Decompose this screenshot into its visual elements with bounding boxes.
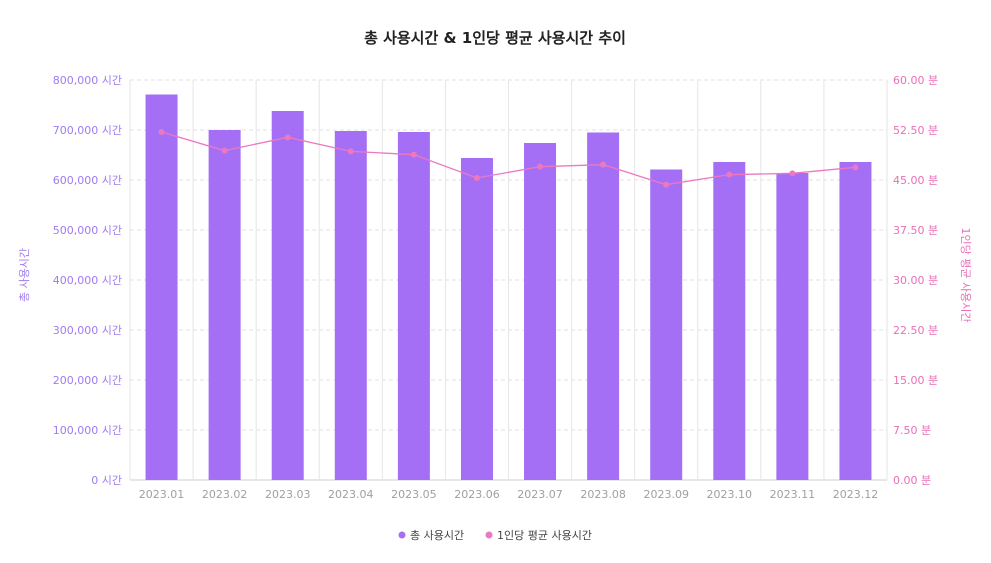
line-point[interactable] [852, 164, 859, 171]
left-axis-label: 총 사용시간 [18, 248, 31, 302]
legend-marker-bar [398, 531, 406, 539]
right-tick-label: 15.00 분 [893, 374, 938, 387]
left-tick-label: 300,000 시간 [53, 324, 122, 337]
left-tick-label: 400,000 시간 [53, 274, 122, 287]
left-axis-ticks: 0 시간 100,000 시간 200,000 시간 300,000 시간 400,00… [53, 74, 122, 487]
left-tick-label: 500,000 시간 [53, 224, 122, 237]
right-tick-label: 7.50 분 [893, 424, 931, 437]
legend-marker-line [485, 531, 493, 539]
left-tick-label: 100,000 시간 [53, 424, 122, 437]
legend-label-line[interactable]: 1인당 평균 사용시간 [497, 529, 592, 542]
right-tick-label: 37.50 분 [893, 224, 938, 237]
right-tick-label: 60.00 분 [893, 74, 938, 87]
x-tick-label: 2023.11 [770, 488, 816, 501]
right-tick-label: 52.50 분 [893, 124, 938, 137]
line-point[interactable] [221, 147, 228, 154]
bar[interactable] [208, 130, 241, 480]
legend-label-bar[interactable]: 총 사용시간 [410, 529, 464, 542]
x-tick-label: 2023.04 [328, 488, 374, 501]
line-point[interactable] [537, 163, 544, 170]
line-point[interactable] [473, 175, 480, 181]
x-tick-label: 2023.05 [391, 488, 437, 501]
bar[interactable] [271, 111, 304, 480]
bar-series [145, 94, 872, 481]
line-point[interactable] [158, 129, 165, 135]
grid-lines [129, 79, 888, 481]
bar[interactable] [713, 162, 746, 480]
x-tick-label: 2023.10 [707, 488, 753, 501]
left-tick-label: 200,000 시간 [53, 374, 122, 387]
right-tick-label: 22.50 분 [893, 324, 938, 337]
line-path [161, 131, 856, 186]
bar[interactable] [776, 173, 809, 480]
line-point[interactable] [347, 148, 354, 155]
x-tick-label: 2023.06 [454, 488, 500, 501]
x-tick-label: 2023.08 [580, 488, 626, 501]
x-tick-label: 2023.09 [643, 488, 689, 501]
line-point[interactable] [663, 181, 670, 188]
right-tick-label: 0.00 분 [893, 474, 931, 487]
left-tick-label: 600,000 시간 [53, 174, 122, 187]
bar[interactable] [839, 162, 872, 480]
bar[interactable] [524, 143, 557, 480]
line-point[interactable] [726, 171, 733, 178]
right-tick-label: 45.00 분 [893, 174, 938, 187]
chart-title: 총 사용시간 & 1인당 평균 사용시간 추이 [364, 29, 626, 47]
line-point[interactable] [789, 170, 796, 177]
line-point[interactable] [600, 161, 607, 168]
x-tick-label: 2023.03 [265, 488, 311, 501]
x-tick-label: 2023.01 [139, 488, 185, 501]
bar[interactable] [650, 169, 683, 481]
bar[interactable] [460, 158, 493, 480]
line-series [158, 129, 859, 188]
line-point[interactable] [410, 151, 417, 158]
right-tick-label: 30.00 분 [893, 274, 938, 287]
x-axis-ticks: 2023.01 2023.02 2023.03 2023.04 2023.05 2023.… [139, 488, 878, 501]
legend[interactable]: 총 사용시간 1인당 평균 사용시간 [398, 529, 592, 542]
left-tick-label: 0 시간 [91, 474, 122, 487]
left-tick-label: 700,000 시간 [53, 124, 122, 137]
bar[interactable] [397, 132, 430, 480]
bar[interactable] [587, 132, 620, 481]
left-tick-label: 800,000 시간 [53, 74, 122, 87]
bar[interactable] [334, 131, 367, 480]
right-axis-label: 1인당 평균 사용시간 [959, 228, 972, 323]
x-tick-label: 2023.12 [833, 488, 879, 501]
x-tick-label: 2023.02 [202, 488, 248, 501]
right-axis-ticks: 0.00 분 7.50 분 15.00 분 22.50 분 30.00 분 37.50 분… [893, 74, 938, 487]
bar[interactable] [145, 94, 178, 481]
line-point[interactable] [284, 134, 291, 141]
x-tick-label: 2023.07 [517, 488, 563, 501]
